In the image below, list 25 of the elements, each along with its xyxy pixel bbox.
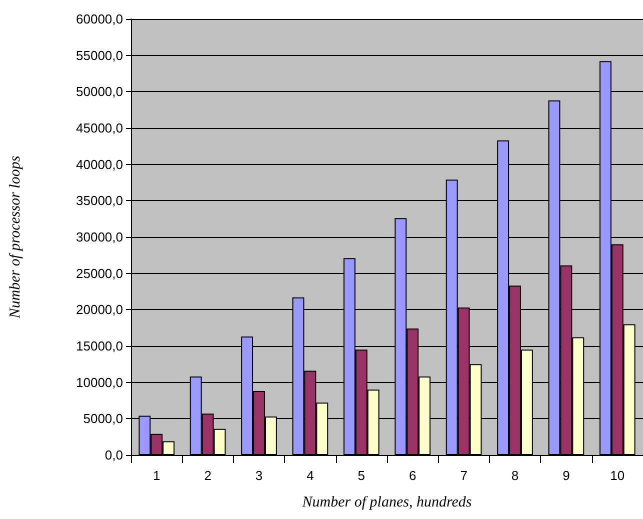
y-tick-label: 40000,0	[76, 156, 123, 172]
y-tick-label: 50000,0	[76, 84, 123, 100]
y-axis-title: Number of processor loops	[8, 156, 24, 320]
x-tick-label: 4	[306, 468, 314, 483]
x-tick-label: 7	[460, 468, 468, 483]
y-tick-label: 10000,0	[76, 374, 123, 390]
y-tick-label: 0,0	[104, 448, 123, 462]
y-tick-label: 30000,0	[76, 230, 123, 244]
x-tick-label: 5	[358, 468, 366, 483]
y-tick-label: 5000,0	[83, 411, 123, 426]
y-tick-label: 45000,0	[76, 120, 123, 136]
y-tick-label: 20000,0	[76, 302, 123, 318]
x-tick-label: 10	[610, 468, 625, 483]
x-tick-label: 9	[562, 468, 570, 483]
x-tick-label: 3	[255, 468, 263, 483]
x-tick-label: 6	[408, 468, 416, 483]
y-tick-label: 15000,0	[76, 338, 123, 354]
y-tick-label: 35000,0	[76, 193, 123, 208]
x-tick-label: 8	[511, 468, 519, 483]
x-axis-title: Number of planes, hundreds	[301, 494, 472, 510]
y-tick-label: 60000,0	[76, 12, 123, 26]
x-tick-label: 2	[204, 468, 212, 483]
y-tick-label: 55000,0	[76, 48, 123, 63]
x-tick-label: 1	[152, 468, 160, 483]
y-tick-label: 25000,0	[76, 266, 123, 281]
